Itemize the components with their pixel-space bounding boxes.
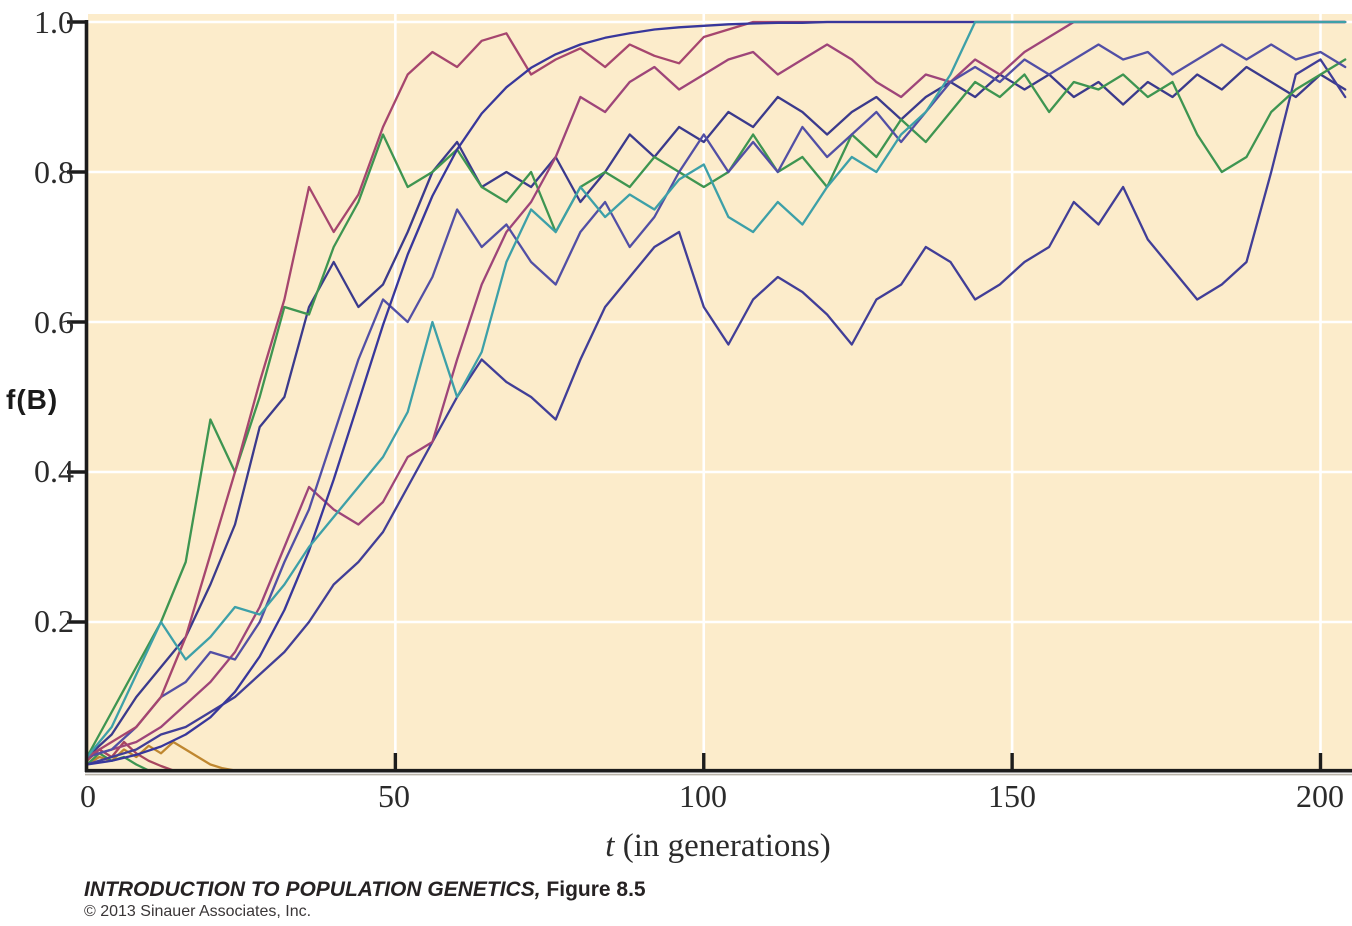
- figure-caption: INTRODUCTION TO POPULATION GENETICS, Fig…: [84, 878, 646, 901]
- y-tick-label: 1.0: [34, 4, 74, 40]
- series-replicate-navy-laggard: [85, 58, 1347, 766]
- x-tick-label: 50: [378, 778, 410, 814]
- y-axis-label: f(B): [6, 384, 59, 415]
- series-replicate-green: [85, 58, 1347, 759]
- x-axis-label: t (in generations): [605, 828, 831, 864]
- y-tick-label: 0.2: [34, 603, 74, 639]
- y-tick-label: 0.8: [34, 154, 74, 190]
- plot-area: [88, 14, 1352, 772]
- x-tick-label: 200: [1296, 778, 1344, 814]
- series-replicate-teal: [85, 20, 1347, 759]
- x-tick-label: 150: [988, 778, 1036, 814]
- x-tick-label: 0: [80, 778, 96, 814]
- x-tick-label: 100: [679, 778, 727, 814]
- copyright-notice: © 2013 Sinauer Associates, Inc.: [84, 903, 312, 920]
- series-replicate-indigo: [85, 43, 1347, 759]
- y-tick-label: 0.6: [34, 304, 74, 340]
- y-tick-label: 0.4: [34, 453, 74, 489]
- series-replicate-navy-steady: [85, 65, 1347, 759]
- series-lost-replicate-red: [85, 740, 175, 772]
